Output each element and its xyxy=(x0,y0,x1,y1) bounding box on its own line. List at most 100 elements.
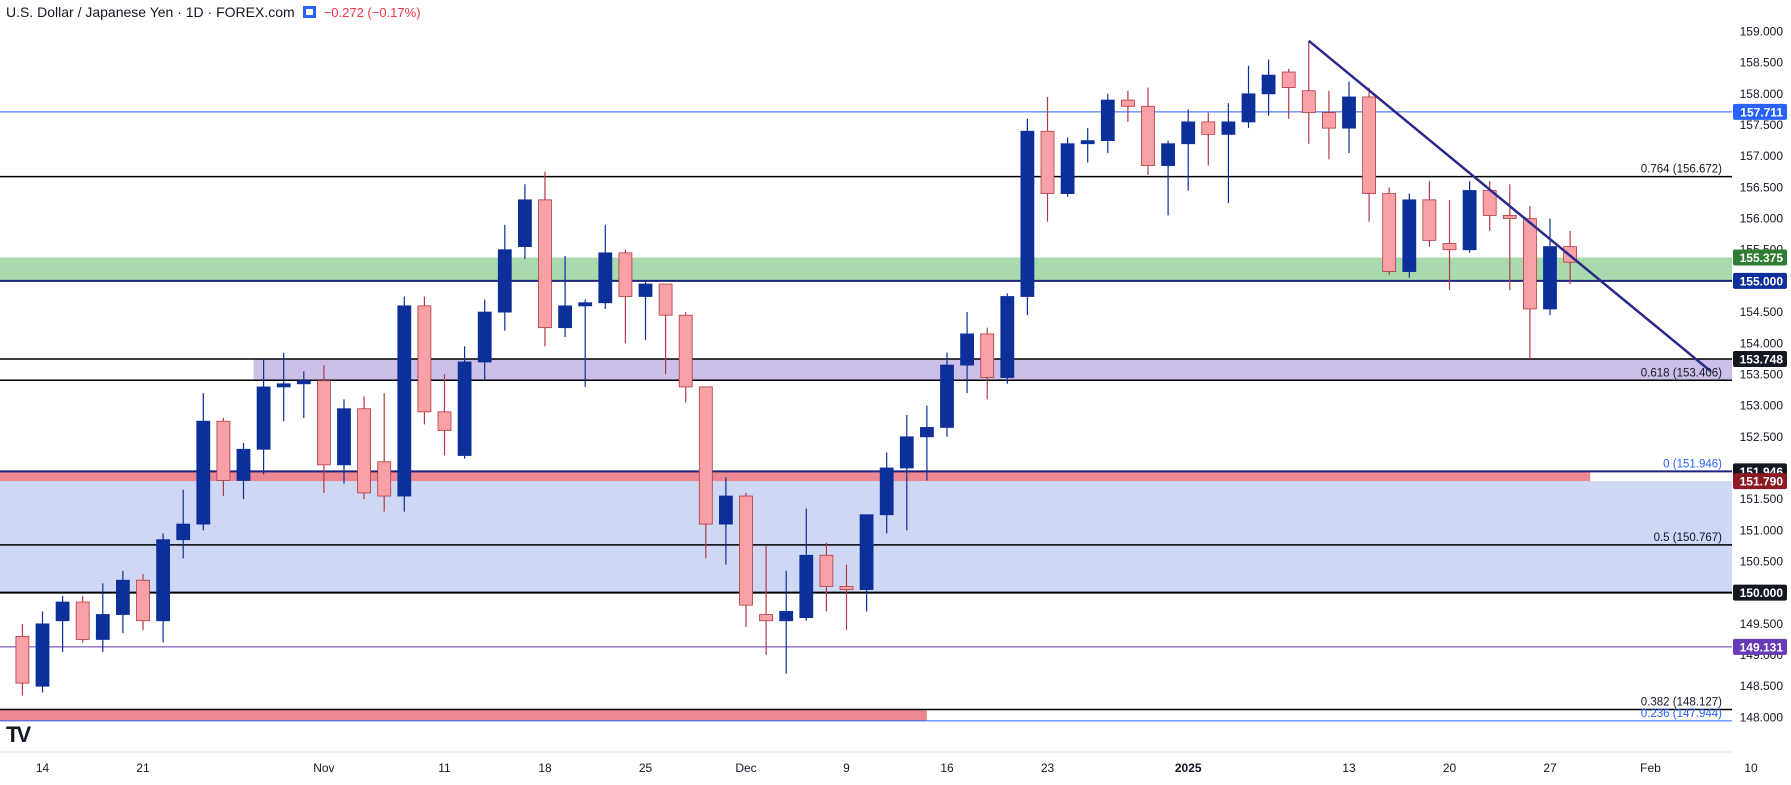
price-label-box xyxy=(1733,584,1787,601)
candle xyxy=(1040,96,1055,222)
candle-body xyxy=(1342,96,1356,129)
candle-body xyxy=(437,411,452,431)
level-text: 0.5 (150.767) xyxy=(1654,532,1723,544)
level-text: 0.618 (153.406) xyxy=(1641,367,1722,379)
time-tick-label: Feb xyxy=(1640,761,1661,775)
candle xyxy=(1000,293,1015,384)
candle xyxy=(518,184,532,260)
price-tick-label: 156.000 xyxy=(1740,212,1784,226)
price-change: −0.272 (−0.17%) xyxy=(323,4,421,20)
candle-body xyxy=(1040,130,1055,195)
candle xyxy=(1201,112,1216,166)
candle-body xyxy=(1161,143,1175,166)
price-label-box xyxy=(1733,350,1787,367)
candle-body xyxy=(296,380,311,385)
level-text-layer: 0.764 (156.672) 0.618 (153.406) 0 (151.946… xyxy=(1641,164,1722,720)
time-tick-label: 18 xyxy=(538,761,552,775)
candle xyxy=(719,477,733,565)
candle-body xyxy=(116,579,130,615)
candle xyxy=(216,418,231,497)
candle-body xyxy=(1422,199,1437,241)
price-tick-label: 148.000 xyxy=(1740,710,1784,724)
candle xyxy=(1462,181,1477,253)
candle-body xyxy=(839,586,854,590)
price-tick-label: 150.500 xyxy=(1740,555,1784,569)
candle-body xyxy=(698,386,713,525)
candle xyxy=(417,296,432,425)
candle-body xyxy=(75,601,90,640)
candle xyxy=(316,365,331,493)
candle-body xyxy=(1080,140,1095,145)
candle-body xyxy=(1301,90,1316,113)
blue-flag-icon[interactable] xyxy=(302,6,316,18)
candle-body xyxy=(518,199,532,248)
candle xyxy=(397,296,412,512)
price-label-box xyxy=(1733,638,1787,655)
candle-body xyxy=(417,305,432,413)
candle xyxy=(980,327,995,400)
candle xyxy=(1181,109,1196,191)
price-tick-label: 153.000 xyxy=(1740,399,1784,413)
candle xyxy=(1543,218,1557,316)
tradingview-logo-icon[interactable]: TV xyxy=(6,722,31,747)
candle-body xyxy=(1241,93,1256,123)
candle xyxy=(678,312,693,403)
candle-body xyxy=(1261,74,1276,95)
symbol-title[interactable]: U.S. Dollar / Japanese Yen · 1D · FOREX.… xyxy=(6,4,295,20)
candle-body xyxy=(276,383,291,388)
time-tick-label: 10 xyxy=(1744,761,1758,775)
candle-body xyxy=(316,380,331,466)
candle xyxy=(1080,128,1095,163)
candles-layer xyxy=(15,40,1577,696)
candle xyxy=(95,583,110,652)
candle xyxy=(779,570,794,674)
candle xyxy=(457,346,472,459)
price-label: 155.000 xyxy=(1740,274,1784,288)
candle-body xyxy=(176,523,191,541)
price-tick-label: 154.500 xyxy=(1740,305,1784,319)
candle xyxy=(839,564,854,631)
candle xyxy=(1362,87,1376,222)
candle xyxy=(276,352,291,422)
price-label: 153.748 xyxy=(1740,352,1784,366)
time-axis: 14 21 Nov 11 18 25 Dec 9 16 23 2025 13 20 27 Feb 10 xyxy=(0,751,1791,780)
candle xyxy=(940,352,954,437)
candle-body xyxy=(1523,218,1537,310)
candle xyxy=(1523,206,1537,359)
candle xyxy=(1502,184,1517,291)
price-tick-label: 158.500 xyxy=(1740,56,1784,70)
candle xyxy=(15,623,30,696)
price-axis: 159.000 158.500 158.000 157.500 157.000 156.5… xyxy=(1732,0,1791,780)
candle xyxy=(558,255,572,338)
candle-body xyxy=(457,361,472,456)
time-tick-label: 27 xyxy=(1543,761,1557,775)
time-tick-label: 9 xyxy=(843,761,850,775)
candle-body xyxy=(799,554,814,619)
candle xyxy=(899,414,914,531)
price-label: 155.375 xyxy=(1740,251,1784,265)
candle xyxy=(1121,90,1135,122)
candle-body xyxy=(1362,96,1376,195)
candle xyxy=(35,611,50,693)
price-tick-label: 157.000 xyxy=(1740,149,1784,163)
candle-body xyxy=(578,302,593,307)
candle-body xyxy=(678,314,693,388)
candle xyxy=(1161,140,1175,216)
chart-header: U.S. Dollar / Japanese Yen · 1D · FOREX.… xyxy=(6,4,421,20)
candle-body xyxy=(397,305,412,497)
candle xyxy=(136,573,150,631)
level-text: 0.236 (147.944) xyxy=(1641,708,1722,720)
candle xyxy=(698,386,713,559)
candle-body xyxy=(960,333,974,366)
candle xyxy=(1342,81,1356,154)
candle-body xyxy=(538,199,552,329)
candle-body xyxy=(1100,99,1115,142)
candle-body xyxy=(35,623,50,687)
candle-body xyxy=(638,283,653,297)
price-tick-label: 156.500 xyxy=(1740,180,1784,194)
candle-body xyxy=(819,554,834,587)
price-label-box xyxy=(1733,249,1787,266)
price-tick-label: 149.500 xyxy=(1740,617,1784,631)
